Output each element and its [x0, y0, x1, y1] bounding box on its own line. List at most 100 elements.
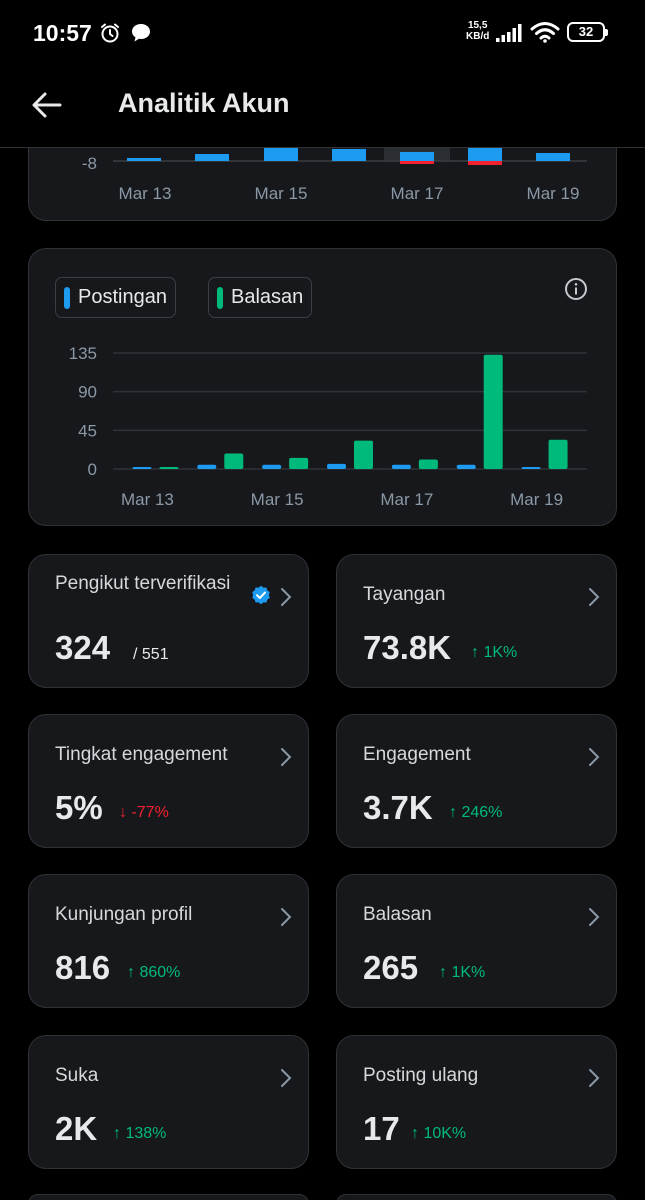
- bar-balasan[interactable]: [548, 439, 568, 469]
- x-tick-label: Mar 15: [251, 490, 304, 509]
- stat-delta: ↑ 246%: [449, 804, 503, 821]
- bar-postingan[interactable]: [197, 464, 217, 469]
- chevron-right-icon: [281, 748, 292, 766]
- stat-value: 5%: [55, 789, 103, 826]
- stat-label: Tingkat engagement: [55, 744, 228, 765]
- stat-card-replies[interactable]: Balasan 265 ↑ 1K%: [336, 874, 617, 1008]
- stat-value: 324: [55, 629, 111, 666]
- stat-value: 3.7K: [363, 789, 433, 826]
- chevron-right-icon: [589, 588, 600, 606]
- stat-label: Balasan: [363, 904, 432, 925]
- legend-postingan[interactable]: Postingan: [55, 277, 176, 318]
- stat-card-reposts[interactable]: Posting ulang 17 ↑ 10K%: [336, 1035, 617, 1169]
- chevron-right-icon: [589, 1069, 600, 1087]
- x-tick-label: Mar 19: [510, 490, 563, 509]
- y-tick-label: 45: [78, 421, 97, 440]
- x-tick-label: Mar 17: [391, 184, 444, 203]
- status-time: 10:57: [33, 20, 92, 46]
- bar-postingan[interactable]: [262, 464, 282, 469]
- bar-balasan[interactable]: [224, 453, 244, 469]
- bar-balasan[interactable]: [354, 440, 373, 469]
- stat-delta: ↑ 10K%: [411, 1125, 467, 1142]
- stat-card-engagement[interactable]: Engagement 3.7K ↑ 246%: [336, 714, 617, 848]
- status-bar: 10:57 15,5 KB/d 32: [0, 0, 645, 64]
- bar-balasan[interactable]: [159, 467, 179, 469]
- stat-card-verified-followers[interactable]: Pengikut terverifikasi 324 / 551: [28, 554, 309, 688]
- stat-card-peek: [28, 1194, 309, 1200]
- bar-postingan[interactable]: [327, 463, 346, 469]
- chevron-right-icon: [589, 748, 600, 766]
- stat-value: 17: [363, 1110, 400, 1147]
- battery-icon: 32: [567, 22, 608, 42]
- x-tick-label: Mar 15: [255, 184, 308, 203]
- info-icon[interactable]: [564, 277, 588, 301]
- posts-replies-chart: 0 45 90 135 Mar 13 Mar 15 Mar 17 Mar 19: [69, 344, 587, 509]
- stat-delta: ↑ 1K%: [471, 644, 518, 661]
- stat-label: Suka: [55, 1065, 99, 1086]
- impressions-chart: -8 Mar 13 Mar 15 Mar 17 Mar 19: [82, 121, 587, 203]
- bar[interactable]: [264, 146, 298, 161]
- bar-postingan[interactable]: [521, 467, 541, 469]
- stat-value: 73.8K: [363, 629, 452, 666]
- bar[interactable]: [127, 158, 161, 161]
- chevron-right-icon: [281, 908, 292, 926]
- stat-card-profile-visits[interactable]: Kunjungan profil 816 ↑ 860%: [28, 874, 309, 1008]
- x-tick-label: Mar 13: [121, 490, 174, 509]
- stat-value: 265: [363, 949, 419, 986]
- bar-postingan[interactable]: [132, 467, 152, 469]
- stat-delta: ↓ -77%: [119, 804, 169, 821]
- stat-value: 816: [55, 949, 111, 986]
- legend-swatch: [64, 286, 70, 309]
- legend-label: Balasan: [231, 286, 304, 308]
- x-tick-label: Mar 17: [380, 490, 433, 509]
- stat-card-likes[interactable]: Suka 2K ↑ 138%: [28, 1035, 309, 1169]
- negative-bar[interactable]: [400, 161, 434, 164]
- bar-balasan[interactable]: [418, 459, 438, 469]
- page-title: Analitik Akun: [118, 88, 290, 118]
- stat-delta: ↑ 860%: [127, 964, 181, 981]
- signal-icon: [496, 24, 522, 42]
- legend-balasan[interactable]: Balasan: [208, 277, 313, 318]
- stat-label: Pengikut terverifikasi: [55, 573, 231, 594]
- y-tick-label: -8: [82, 154, 97, 173]
- chevron-right-icon: [281, 1069, 292, 1087]
- app-header: Analitik Akun: [0, 64, 645, 148]
- x-tick-label: Mar 19: [527, 184, 580, 203]
- stat-value: 2K: [55, 1110, 98, 1147]
- stat-delta: ↑ 138%: [113, 1125, 167, 1142]
- network-speed: 15,5 KB/d: [466, 20, 490, 42]
- verified-badge-icon: [252, 585, 270, 605]
- alarm-icon: [101, 23, 119, 43]
- chevron-right-icon: [281, 588, 292, 606]
- stat-card-engagement-rate[interactable]: Tingkat engagement 5% ↓ -77%: [28, 714, 309, 848]
- y-tick-label: 135: [69, 344, 97, 363]
- legend-label: Postingan: [78, 286, 167, 308]
- bar[interactable]: [468, 147, 502, 161]
- bar-balasan[interactable]: [483, 354, 503, 469]
- stat-delta: ↑ 1K%: [439, 964, 486, 981]
- bar[interactable]: [195, 154, 229, 161]
- bar-postingan[interactable]: [391, 464, 411, 469]
- bar[interactable]: [536, 153, 570, 161]
- stat-label: Posting ulang: [363, 1065, 479, 1086]
- stat-label: Engagement: [363, 744, 471, 765]
- posts-replies-chart-card: Postingan Balasan 0 45 90 135 Mar 13 Mar 15 Ma…: [28, 248, 617, 526]
- negative-bar[interactable]: [468, 161, 502, 165]
- stat-card-impressions[interactable]: Tayangan 73.8K ↑ 1K%: [336, 554, 617, 688]
- stat-label: Kunjungan profil: [55, 904, 193, 925]
- arrow-left-icon[interactable]: [30, 88, 64, 122]
- stat-card-peek: [336, 1194, 617, 1200]
- wifi-icon: [530, 22, 560, 43]
- bar[interactable]: [332, 149, 366, 161]
- stat-label: Tayangan: [363, 584, 446, 605]
- y-tick-label: 0: [88, 460, 97, 479]
- bar[interactable]: [400, 152, 434, 161]
- chat-bubble-icon: [132, 24, 150, 42]
- y-tick-label: 90: [78, 383, 97, 402]
- stat-total: / 551: [133, 646, 169, 663]
- bar-balasan[interactable]: [289, 457, 309, 469]
- legend-swatch: [217, 286, 223, 309]
- chevron-right-icon: [589, 908, 600, 926]
- x-tick-label: Mar 13: [119, 184, 172, 203]
- bar-postingan[interactable]: [456, 464, 476, 469]
